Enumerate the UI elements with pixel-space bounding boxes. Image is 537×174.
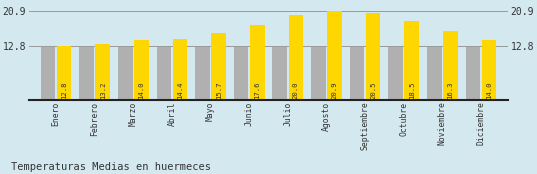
Bar [404,21,419,100]
Bar [327,11,342,100]
Text: 12.8: 12.8 [61,81,67,99]
Bar [350,47,364,100]
Bar [211,33,226,100]
Text: 14.0: 14.0 [139,81,144,99]
Bar [41,47,55,100]
Text: 17.6: 17.6 [254,81,260,99]
Bar [388,47,403,100]
Bar [173,39,187,100]
Bar [234,47,249,100]
Bar [311,47,326,100]
Bar [443,31,458,100]
Text: 20.9: 20.9 [331,81,337,99]
Text: 20.5: 20.5 [370,81,376,99]
Bar [366,13,380,100]
Text: 15.7: 15.7 [216,81,222,99]
Bar [288,15,303,100]
Bar [195,47,210,100]
Bar [427,47,441,100]
Bar [134,40,149,100]
Text: Temperaturas Medias en huermeces: Temperaturas Medias en huermeces [11,162,211,172]
Text: 18.5: 18.5 [409,81,415,99]
Bar [157,47,171,100]
Bar [79,47,94,100]
Bar [57,46,71,100]
Text: 14.0: 14.0 [486,81,492,99]
Bar [96,44,110,100]
Text: 16.3: 16.3 [447,81,453,99]
Text: 20.0: 20.0 [293,81,299,99]
Bar [466,47,480,100]
Bar [118,47,133,100]
Bar [482,40,496,100]
Bar [250,25,265,100]
Text: 14.4: 14.4 [177,81,183,99]
Text: 13.2: 13.2 [100,81,106,99]
Bar [272,47,287,100]
